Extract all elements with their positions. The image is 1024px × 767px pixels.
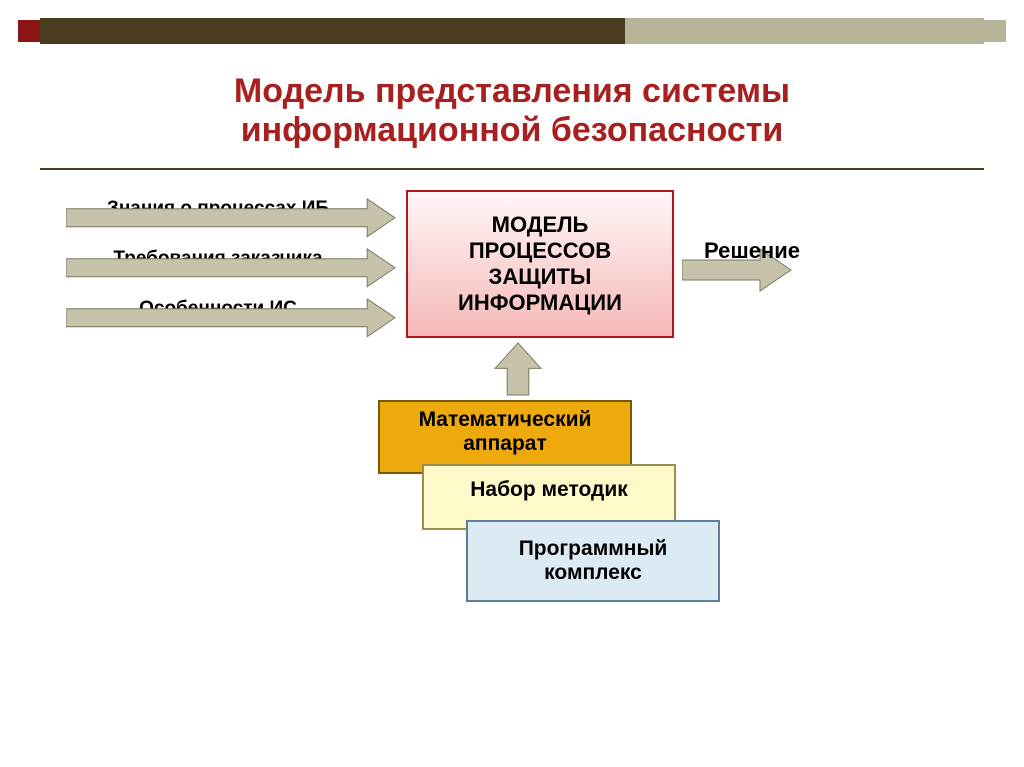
up-arrow — [494, 342, 542, 396]
center-box-text: МОДЕЛЬ ПРОЦЕССОВ ЗАЩИТЫ ИНФОРМАЦИИ — [420, 212, 660, 316]
top-bar — [40, 18, 984, 44]
corner-square-right — [984, 20, 1006, 42]
top-bar-light — [625, 18, 984, 44]
diagram: Знания о процессах ИБ Требования заказчи… — [0, 180, 1024, 767]
title-line1: Модель представления системы — [0, 72, 1024, 111]
input-arrow-1 — [66, 248, 396, 288]
input-arrow-0 — [66, 198, 396, 238]
stack-box-0: Математический аппарат — [378, 400, 632, 474]
stack-text-2: Программный комплекс — [478, 537, 708, 585]
stack-text-1: Набор методик — [470, 478, 628, 502]
output-label: Решение — [704, 238, 800, 264]
top-bar-dark — [40, 18, 625, 44]
center-box: МОДЕЛЬ ПРОЦЕССОВ ЗАЩИТЫ ИНФОРМАЦИИ — [406, 190, 674, 338]
stack-text-0: Математический аппарат — [390, 408, 620, 456]
page-title: Модель представления системы информацион… — [0, 72, 1024, 150]
corner-square-left — [18, 20, 40, 42]
input-arrow-2 — [66, 298, 396, 338]
stack-box-2: Программный комплекс — [466, 520, 720, 602]
title-underline — [40, 168, 984, 170]
title-line2: информационной безопасности — [0, 111, 1024, 150]
